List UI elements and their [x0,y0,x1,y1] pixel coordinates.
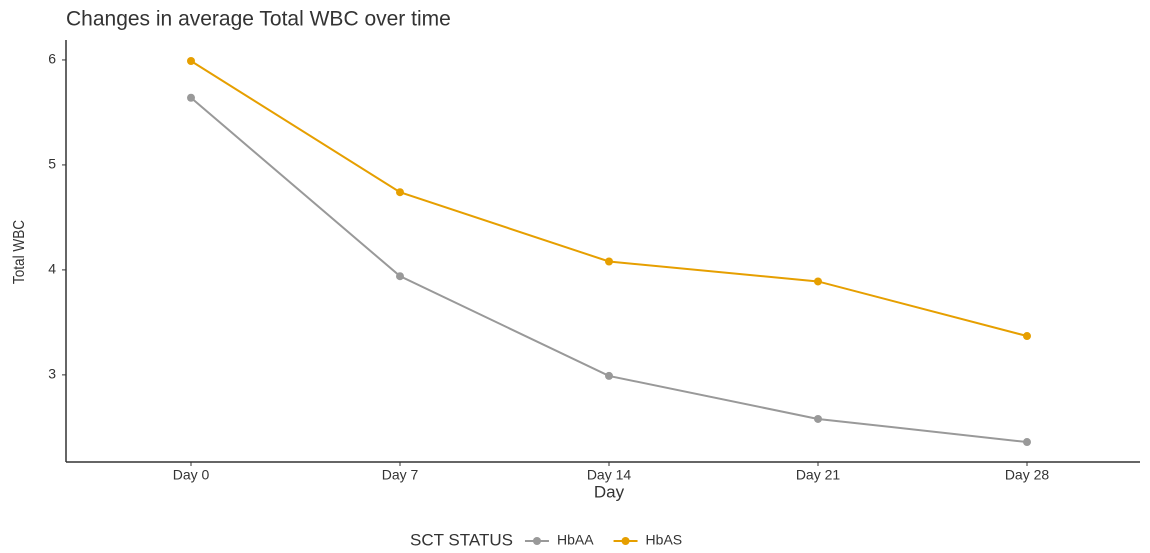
y-tick-label: 5 [48,156,56,172]
point [187,56,195,65]
x-tick-label: Day 21 [796,467,841,483]
point [605,257,613,266]
point [396,188,404,197]
point [814,277,822,286]
point [187,93,195,102]
y-tick-label: 3 [48,366,56,382]
point [396,272,404,281]
series-line [190,96,1028,444]
y-tick-label: 4 [48,261,56,277]
series-line [190,60,1028,337]
x-axis-label: Day [594,482,625,501]
x-tick-label: Day 0 [173,467,210,483]
legend-swatch-point [532,537,541,545]
point [814,414,822,423]
y-tick-label: 6 [48,51,56,67]
point [605,371,613,380]
chart-title: Changes in average Total WBC over time [66,8,451,31]
legend-swatch-point [621,537,630,545]
x-tick-label: Day 14 [587,467,632,483]
legend-label: HbAS [646,532,683,548]
x-tick-label: Day 7 [382,467,419,483]
y-axis-label: Total WBC [11,220,28,284]
legend-label: HbAA [557,532,594,548]
legend-title: SCT STATUS [410,530,513,549]
point [1023,438,1031,447]
point [1023,332,1031,341]
x-tick-label: Day 28 [1005,467,1050,483]
